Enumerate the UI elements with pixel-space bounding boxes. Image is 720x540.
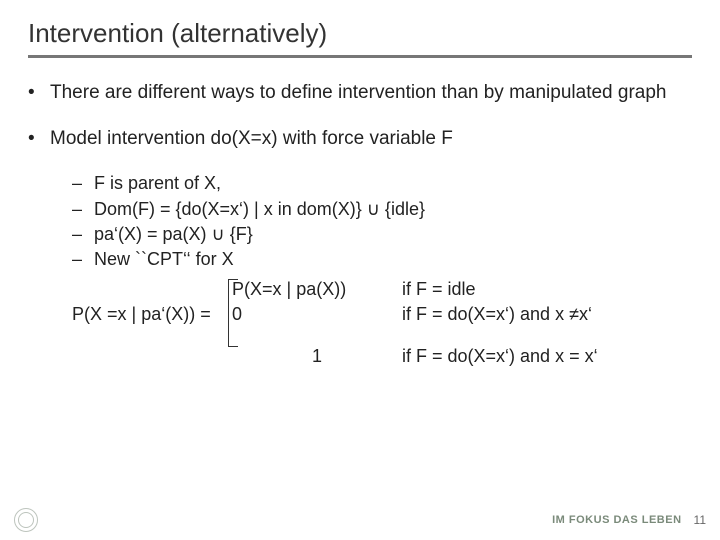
- sub-bullet-text: New ``CPT‘‘ for X: [94, 247, 692, 271]
- case-row: 1 if F = do(X=x‘) and x = x‘: [72, 344, 692, 368]
- sub-bullet-marker: –: [72, 247, 94, 271]
- sub-bullet-item: – Dom(F) = {do(X=x‘) | x in dom(X)} ∪ {i…: [72, 197, 692, 221]
- slide-title: Intervention (alternatively): [28, 18, 692, 49]
- bullet-text: There are different ways to define inter…: [50, 80, 692, 106]
- sub-bullet-text: pa‘(X) = pa(X) ∪ {F}: [94, 222, 692, 246]
- case-condition: if F = do(X=x‘) and x = x‘: [402, 344, 692, 368]
- case-value: 1: [232, 344, 402, 368]
- case-row: P(X=x | pa(X)) if F = idle: [72, 277, 692, 301]
- case-row: P(X =x | pa‘(X)) = 0 if F = do(X=x‘) and…: [72, 302, 692, 326]
- sub-bullet-text: Dom(F) = {do(X=x‘) | x in dom(X)} ∪ {idl…: [94, 197, 692, 221]
- bullet-item: • Model intervention do(X=x) with force …: [28, 126, 692, 152]
- title-underline: [28, 55, 692, 58]
- piecewise-definition: P(X=x | pa(X)) if F = idle P(X =x | pa‘(…: [28, 277, 692, 368]
- case-value: P(X=x | pa(X)): [232, 277, 402, 301]
- slide-body: • There are different ways to define int…: [28, 80, 692, 368]
- footer-tagline: IM FOKUS DAS LEBEN: [552, 514, 681, 526]
- sub-bullet-marker: –: [72, 171, 94, 195]
- sub-bullet-item: – F is parent of X,: [72, 171, 692, 195]
- footer-right: IM FOKUS DAS LEBEN 11: [552, 513, 706, 527]
- bullet-item: • There are different ways to define int…: [28, 80, 692, 106]
- sub-bullet-marker: –: [72, 222, 94, 246]
- sub-bullet-marker: –: [72, 197, 94, 221]
- brace-icon: [228, 279, 238, 347]
- case-lhs: P(X =x | pa‘(X)) =: [72, 302, 232, 326]
- case-empty: [72, 277, 232, 301]
- case-condition: if F = idle: [402, 277, 692, 301]
- case-condition: if F = do(X=x‘) and x ≠x‘: [402, 302, 692, 326]
- bullet-marker: •: [28, 80, 50, 106]
- sub-bullet-list: – F is parent of X, – Dom(F) = {do(X=x‘)…: [28, 171, 692, 271]
- case-value: 0: [232, 302, 402, 326]
- sub-bullet-text: F is parent of X,: [94, 171, 692, 195]
- sub-bullet-item: – pa‘(X) = pa(X) ∪ {F}: [72, 222, 692, 246]
- bullet-marker: •: [28, 126, 50, 152]
- university-seal-icon: [14, 508, 38, 532]
- case-empty: [72, 344, 232, 368]
- page-number: 11: [694, 513, 706, 527]
- sub-bullet-item: – New ``CPT‘‘ for X: [72, 247, 692, 271]
- bullet-text: Model intervention do(X=x) with force va…: [50, 126, 692, 152]
- slide-footer: IM FOKUS DAS LEBEN 11: [0, 508, 720, 532]
